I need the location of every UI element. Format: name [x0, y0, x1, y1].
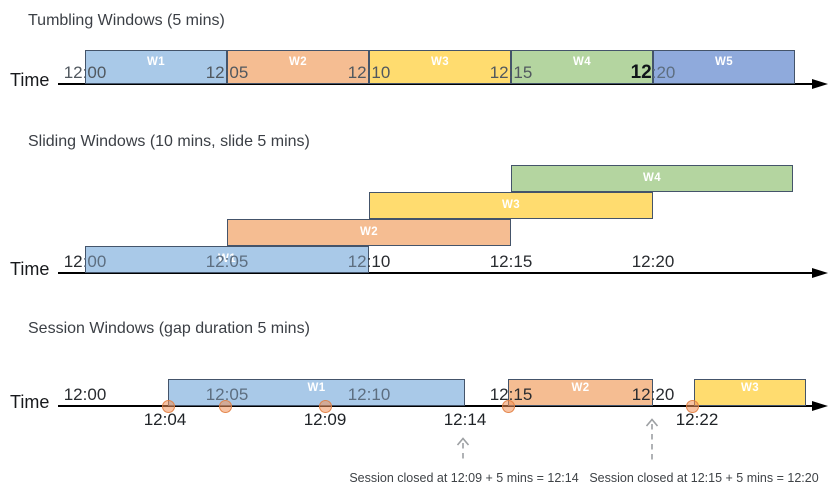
time-axis-label: Time — [10, 259, 50, 279]
section-title: Sliding Windows (10 mins, slide 5 mins) — [28, 133, 310, 150]
event-time-label: 12:09 — [303, 410, 347, 429]
window-label: W2 — [359, 226, 379, 238]
tick-label-part: 12 — [630, 62, 652, 83]
tick-label-part: 12:10 — [347, 63, 391, 82]
event-dot — [218, 399, 232, 413]
tick-label: 12:10 — [348, 63, 391, 82]
tick-label: 12:10 — [348, 385, 391, 404]
dashed-arrow-icon — [455, 436, 471, 462]
time-axis-line — [58, 83, 814, 85]
time-axis-label: Time — [10, 70, 50, 90]
session-close-annotation: Session closed at 12:15 + 5 mins = 12:20 — [589, 471, 819, 485]
tick-label-part: :10 — [366, 252, 391, 271]
window-label: W1 — [146, 56, 166, 68]
event-time-label: 12:04 — [143, 410, 187, 429]
window-box-w3: W3 — [369, 192, 653, 219]
window-label: W3 — [740, 382, 760, 394]
window-label: W1 — [217, 253, 237, 265]
window-label: W4 — [572, 56, 592, 68]
window-box-w5: W5 — [653, 50, 795, 84]
tick-label-part: 12:05 — [205, 252, 249, 271]
tick-label: 12:00 — [64, 63, 107, 82]
axis-arrowhead-icon — [812, 268, 828, 278]
window-box-w1: W1 — [168, 379, 465, 406]
section-title: Tumbling Windows (5 mins) — [28, 12, 225, 29]
window-label: W1 — [307, 382, 326, 394]
dashed-arrow-icon — [644, 417, 660, 462]
tick-label-part: :00 — [82, 252, 107, 271]
window-box-w2: W2 — [227, 50, 369, 84]
tick-label-part: 12:20 — [631, 252, 675, 271]
tick-label-part: 12:00 — [63, 385, 107, 404]
event-dot — [685, 399, 699, 413]
tick-label: 12:20 — [632, 385, 675, 404]
time-axis-line — [58, 405, 814, 407]
axis-arrowhead-icon — [812, 79, 828, 89]
window-label: W3 — [430, 56, 450, 68]
tick-label-part: 12 — [347, 252, 367, 271]
tick-label: 12:05 — [206, 385, 249, 404]
window-box-w4: W4 — [511, 165, 793, 192]
event-dot — [501, 399, 515, 413]
event-time-label: 12:22 — [675, 410, 719, 429]
window-label: W2 — [571, 382, 590, 394]
event-time-label: 12:14 — [443, 410, 487, 429]
window-box-w4: W4 — [511, 50, 653, 84]
tick-label: 12:00 — [64, 252, 107, 271]
tick-label: 12:15 — [490, 63, 533, 82]
tick-label-part: 12:05 — [205, 385, 249, 404]
session-close-annotation: Session closed at 12:09 + 5 mins = 12:14 — [349, 471, 579, 485]
window-label: W3 — [501, 199, 521, 211]
tick-label: 12:05 — [206, 63, 249, 82]
tick-label-part: 12 — [63, 252, 83, 271]
window-box-w1: W1 — [85, 50, 227, 84]
tick-label: 12:05 — [206, 252, 249, 271]
tick-label: 12:15 — [490, 385, 533, 404]
tick-label: 12:20 — [632, 252, 675, 271]
tick-label-part: 12:00 — [63, 63, 107, 82]
tick-label: 12:15 — [490, 252, 533, 271]
window-label: W4 — [642, 172, 662, 184]
axis-arrowhead-icon — [812, 401, 828, 411]
time-axis-line — [58, 272, 814, 274]
tick-label-part: 12 — [631, 385, 651, 404]
window-box-w2: W2 — [508, 379, 653, 406]
window-box-w3: W3 — [369, 50, 511, 84]
window-box-w1: W1 — [85, 246, 369, 273]
tick-label: 12:20 — [631, 63, 676, 82]
section-title: Session Windows (gap duration 5 mins) — [28, 320, 310, 337]
tick-label-part: 12:15 — [489, 385, 533, 404]
window-label: W5 — [714, 56, 734, 68]
tick-label-part: :20 — [650, 385, 675, 404]
window-box-w3: W3 — [694, 379, 806, 406]
event-dot — [161, 399, 175, 413]
event-dot — [318, 399, 332, 413]
tick-label-part: 12:15 — [489, 63, 533, 82]
tick-label-part: 12:15 — [489, 252, 533, 271]
window-label: W2 — [288, 56, 308, 68]
window-box-w2: W2 — [227, 219, 511, 246]
tick-label-part: 12:05 — [205, 63, 249, 82]
tick-label-part: :20 — [651, 63, 676, 82]
time-axis-label: Time — [10, 392, 50, 412]
tick-label-part: 12:10 — [347, 385, 391, 404]
tick-label: 12:10 — [348, 252, 391, 271]
tick-label: 12:00 — [64, 385, 107, 404]
